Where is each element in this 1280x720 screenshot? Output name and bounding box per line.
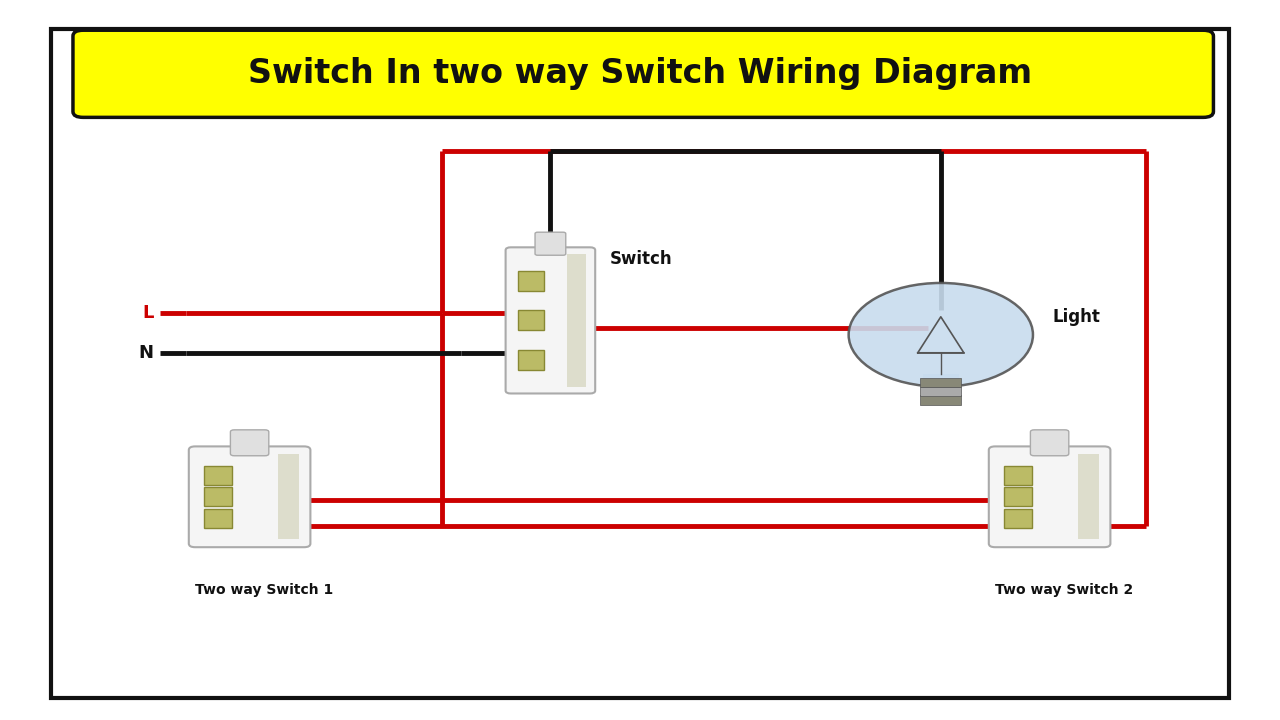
Bar [518,271,544,291]
Bar [1078,454,1098,539]
Bar [518,350,544,370]
Bar [205,509,233,528]
FancyBboxPatch shape [230,430,269,456]
FancyBboxPatch shape [73,30,1213,117]
Bar [1004,487,1032,506]
Bar [920,378,961,387]
Bar [1004,509,1032,528]
Text: N: N [138,344,154,361]
FancyBboxPatch shape [1030,430,1069,456]
FancyBboxPatch shape [988,446,1110,547]
Bar [205,466,233,485]
Text: Switch In two way Switch Wiring Diagram: Switch In two way Switch Wiring Diagram [248,57,1032,90]
FancyBboxPatch shape [535,232,566,255]
Bar [923,374,959,390]
Circle shape [849,283,1033,387]
Text: Light: Light [1052,307,1100,325]
FancyBboxPatch shape [506,247,595,393]
Text: L: L [142,304,154,323]
FancyBboxPatch shape [189,446,310,547]
Bar [567,254,586,387]
Text: Two way Switch 2: Two way Switch 2 [996,583,1134,597]
Bar [279,454,300,539]
Text: Switch: Switch [609,250,672,268]
Text: Two way Switch 1: Two way Switch 1 [195,583,334,597]
Bar [1004,466,1032,485]
Bar [205,487,233,506]
Bar [518,310,544,330]
Bar [920,387,961,396]
Bar [920,395,961,405]
